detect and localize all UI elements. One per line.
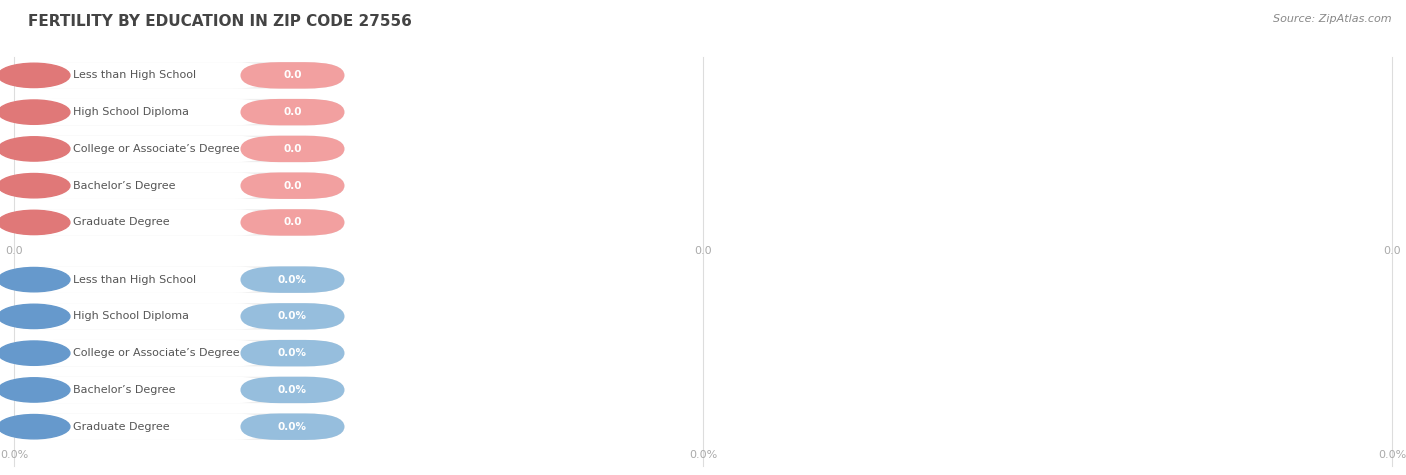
Text: FERTILITY BY EDUCATION IN ZIP CODE 27556: FERTILITY BY EDUCATION IN ZIP CODE 27556 [28,14,412,29]
Text: Bachelor’s Degree: Bachelor’s Degree [73,385,176,395]
FancyBboxPatch shape [240,303,344,330]
Text: 0.0%: 0.0% [0,450,28,460]
Circle shape [0,267,70,292]
Text: 0.0%: 0.0% [278,275,307,285]
Text: 0.0%: 0.0% [278,422,307,432]
FancyBboxPatch shape [240,377,344,403]
Text: Source: ZipAtlas.com: Source: ZipAtlas.com [1274,14,1392,24]
Text: 0.0: 0.0 [283,218,302,228]
Text: 0.0: 0.0 [695,246,711,256]
FancyBboxPatch shape [14,62,344,89]
Text: 0.0%: 0.0% [278,312,307,322]
Circle shape [0,63,70,87]
Text: 0.0: 0.0 [283,180,302,190]
Text: 0.0%: 0.0% [689,450,717,460]
FancyBboxPatch shape [14,340,271,366]
FancyBboxPatch shape [14,266,271,293]
Circle shape [0,173,70,198]
FancyBboxPatch shape [240,340,344,366]
Text: 0.0: 0.0 [283,107,302,117]
Text: 0.0: 0.0 [6,246,22,256]
FancyBboxPatch shape [240,172,344,199]
Text: Graduate Degree: Graduate Degree [73,422,170,432]
FancyBboxPatch shape [240,136,344,162]
FancyBboxPatch shape [240,209,344,236]
FancyBboxPatch shape [14,136,344,162]
Circle shape [0,304,70,329]
FancyBboxPatch shape [14,340,344,366]
FancyBboxPatch shape [14,377,344,403]
Text: 0.0%: 0.0% [1378,450,1406,460]
FancyBboxPatch shape [14,413,271,440]
Circle shape [0,100,70,124]
FancyBboxPatch shape [14,377,271,403]
Text: Graduate Degree: Graduate Degree [73,218,170,228]
Circle shape [0,137,70,161]
Text: 0.0%: 0.0% [278,385,307,395]
Circle shape [0,415,70,439]
FancyBboxPatch shape [240,62,344,89]
FancyBboxPatch shape [14,266,344,293]
FancyBboxPatch shape [14,303,271,330]
Text: Less than High School: Less than High School [73,275,195,285]
Text: 0.0: 0.0 [1384,246,1400,256]
FancyBboxPatch shape [14,136,271,162]
FancyBboxPatch shape [240,413,344,440]
FancyBboxPatch shape [240,99,344,125]
FancyBboxPatch shape [14,209,344,236]
Text: College or Associate’s Degree: College or Associate’s Degree [73,144,239,154]
Text: High School Diploma: High School Diploma [73,312,188,322]
Text: High School Diploma: High School Diploma [73,107,188,117]
Text: College or Associate’s Degree: College or Associate’s Degree [73,348,239,358]
FancyBboxPatch shape [14,209,271,236]
FancyBboxPatch shape [14,413,344,440]
Text: 0.0: 0.0 [283,70,302,80]
FancyBboxPatch shape [240,266,344,293]
Circle shape [0,210,70,235]
Text: Less than High School: Less than High School [73,70,195,80]
Circle shape [0,378,70,402]
FancyBboxPatch shape [14,172,344,199]
Circle shape [0,341,70,365]
FancyBboxPatch shape [14,62,271,89]
Text: 0.0%: 0.0% [278,348,307,358]
Text: Bachelor’s Degree: Bachelor’s Degree [73,180,176,190]
FancyBboxPatch shape [14,99,344,125]
FancyBboxPatch shape [14,99,271,125]
FancyBboxPatch shape [14,172,271,199]
FancyBboxPatch shape [14,303,344,330]
Text: 0.0: 0.0 [283,144,302,154]
